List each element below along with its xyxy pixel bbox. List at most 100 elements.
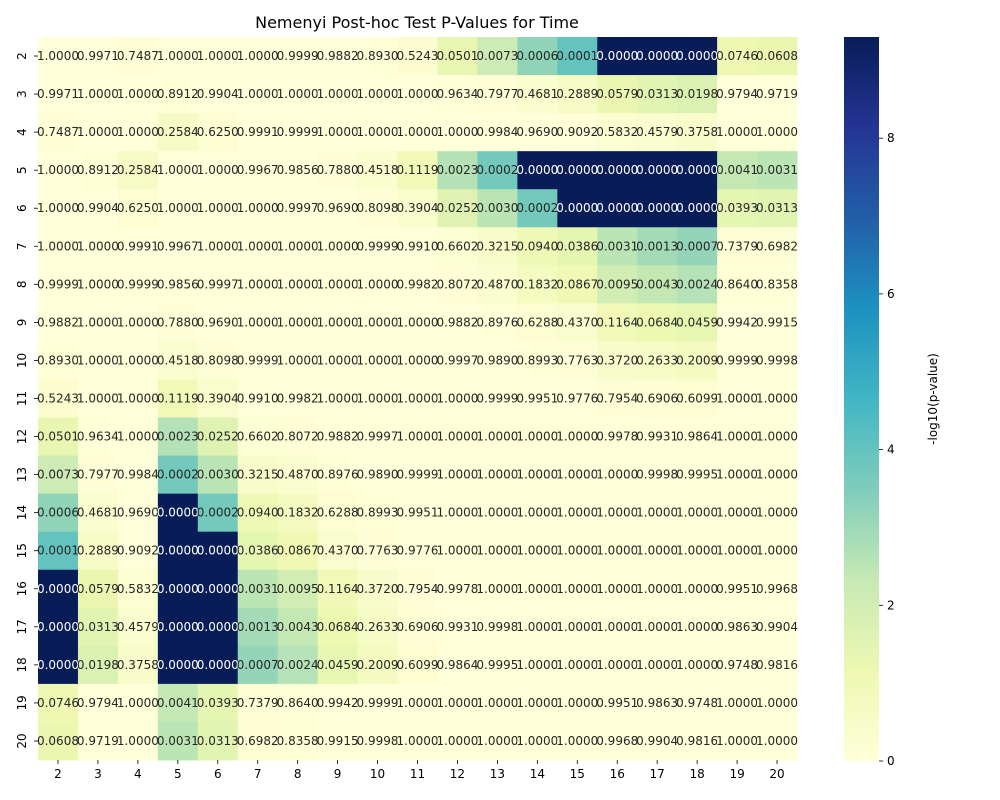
- y-tick-label: 3: [15, 90, 29, 98]
- cell-value-label: 0.0043: [636, 277, 678, 291]
- cell-value-label: 0.3720: [596, 353, 638, 367]
- cell-value-label: 1.0000: [117, 734, 159, 748]
- heatmap-cell: [397, 417, 438, 457]
- cell-value-label: 0.9794: [77, 696, 119, 710]
- cell-value-label: 1.0000: [117, 125, 159, 139]
- cell-value-label: 0.8930: [357, 49, 399, 63]
- cell-value-label: 0.9882: [436, 315, 478, 329]
- cell-value-label: 0.0313: [77, 620, 119, 634]
- cell-value-label: 0.9978: [596, 430, 638, 444]
- cell-value-label: 1.0000: [117, 696, 159, 710]
- cell-value-label: 1.0000: [476, 468, 518, 482]
- heatmap-cell: [237, 569, 279, 609]
- heatmap-cell: [437, 455, 478, 495]
- heatmap-cell: [157, 151, 199, 190]
- heatmap-cell: [597, 189, 638, 228]
- cell-value-label: 0.5832: [117, 582, 159, 596]
- cell-value-label: 1.0000: [397, 696, 439, 710]
- y-tick-label: 19: [15, 695, 29, 710]
- heatmap-cell: [157, 531, 199, 571]
- heatmap-cell: [637, 569, 678, 609]
- cell-value-label: 0.0002: [476, 163, 518, 177]
- heatmap-cell: [517, 227, 558, 266]
- cell-value-label: 1.0000: [397, 430, 439, 444]
- cell-value-label: 0.0000: [37, 582, 79, 596]
- cell-value-label: 0.9904: [636, 734, 678, 748]
- cell-value-label: 1.0000: [397, 392, 439, 406]
- y-tick-label: 18: [15, 657, 29, 672]
- heatmap-cell: [477, 645, 518, 685]
- heatmap-cell: [317, 607, 359, 647]
- heatmap-cell: [77, 721, 119, 761]
- heatmap-cell: [117, 265, 159, 304]
- heatmap-cell: [717, 113, 758, 152]
- cell-value-label: 0.0031: [596, 239, 638, 253]
- cell-value-label: 0.8098: [357, 201, 399, 215]
- cell-value-label: 0.0000: [157, 620, 199, 634]
- heatmap-cell: [197, 37, 239, 76]
- cell-value-label: 0.0867: [556, 277, 598, 291]
- colorbar-tick-label: 8: [887, 131, 895, 145]
- cell-value-label: 1.0000: [676, 620, 718, 634]
- heatmap-cell: [77, 265, 119, 304]
- heatmap-cell: [477, 493, 518, 533]
- heatmap-cell: [597, 607, 638, 647]
- cell-value-label: 1.0000: [157, 49, 199, 63]
- cell-value-label: 1.0000: [117, 353, 159, 367]
- heatmap-cell: [397, 75, 438, 114]
- heatmap-cell: [317, 341, 359, 380]
- cell-value-label: 0.0393: [197, 696, 239, 710]
- cell-value-label: 0.9999: [277, 49, 319, 63]
- cell-value-label: 1.0000: [756, 734, 798, 748]
- heatmap-cell: [437, 189, 478, 228]
- heatmap-cell: [517, 455, 558, 495]
- cell-value-label: 0.9999: [476, 392, 518, 406]
- heatmap-cell: [717, 607, 758, 647]
- cell-value-label: 1.0000: [117, 392, 159, 406]
- cell-value-label: 0.9951: [397, 506, 439, 520]
- heatmap-cell: [477, 341, 518, 380]
- cell-value-label: 1.0000: [676, 582, 718, 596]
- cell-value-label: 0.0013: [636, 239, 678, 253]
- cell-value-label: 1.0000: [596, 658, 638, 672]
- cell-value-label: 1.0000: [716, 506, 758, 520]
- heatmap-cell: [77, 227, 119, 266]
- heatmap-cell: [637, 227, 678, 266]
- cell-value-label: 0.8072: [436, 277, 478, 291]
- cell-value-label: 1.0000: [756, 392, 798, 406]
- heatmap-cell: [637, 493, 678, 533]
- cell-value-label: 0.1832: [277, 506, 319, 520]
- cell-value-label: 0.9951: [596, 696, 638, 710]
- cell-value-label: 0.0031: [157, 734, 199, 748]
- cell-value-label: 0.9984: [476, 125, 518, 139]
- heatmap-cell: [757, 113, 798, 152]
- heatmap-cell: [357, 303, 399, 342]
- cell-value-label: 0.0313: [756, 201, 798, 215]
- heatmap-cell: [357, 151, 399, 190]
- cell-value-label: 0.9991: [117, 239, 159, 253]
- cell-value-label: 0.6982: [237, 734, 279, 748]
- cell-value-label: 1.0000: [516, 658, 558, 672]
- heatmap-cell: [197, 607, 239, 647]
- cell-value-label: 1.0000: [197, 239, 239, 253]
- heatmap-cell: [677, 113, 718, 152]
- heatmap-cell: [717, 531, 758, 571]
- cell-value-label: 0.4870: [277, 468, 319, 482]
- cell-value-label: 1.0000: [716, 696, 758, 710]
- heatmap-cell: [197, 455, 239, 495]
- cell-value-label: 0.0095: [596, 277, 638, 291]
- heatmap-cell: [477, 189, 518, 228]
- cell-value-label: 0.9816: [756, 658, 798, 672]
- heatmap-cell: [38, 189, 79, 228]
- heatmap-cell: [437, 113, 478, 152]
- cell-value-label: 0.3904: [197, 392, 239, 406]
- x-tick-label: 3: [94, 767, 102, 781]
- cell-value-label: 1.0000: [636, 506, 678, 520]
- heatmap-cell: [437, 379, 478, 419]
- heatmap-cell: [157, 75, 199, 114]
- heatmap-cell: [397, 265, 438, 304]
- cell-value-label: 0.0095: [277, 582, 319, 596]
- heatmap-cell: [77, 455, 119, 495]
- heatmap-cell: [717, 455, 758, 495]
- cell-value-label: 1.0000: [516, 430, 558, 444]
